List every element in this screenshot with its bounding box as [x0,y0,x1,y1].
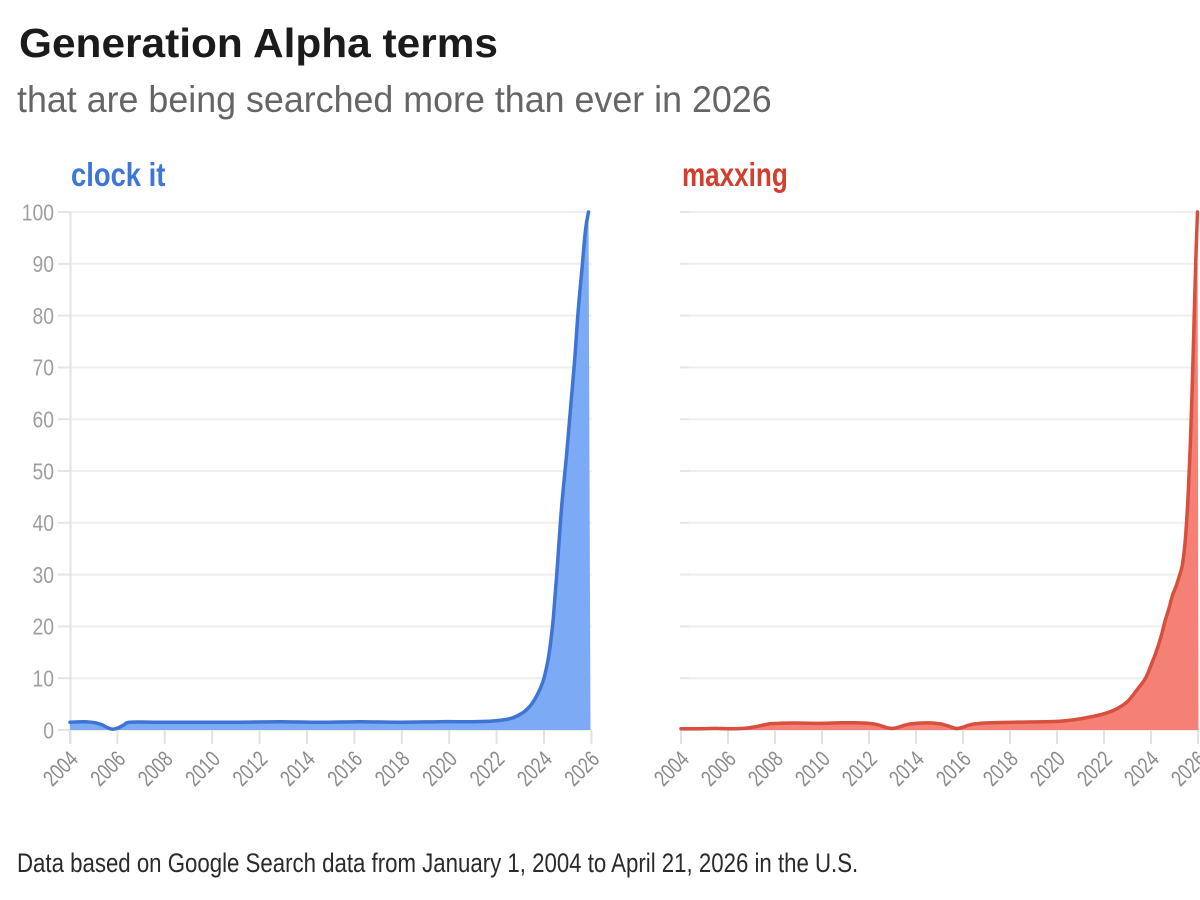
svg-text:2024: 2024 [513,747,557,791]
svg-text:40: 40 [33,512,54,537]
svg-text:20: 20 [33,615,54,640]
svg-text:2026: 2026 [1167,747,1200,791]
svg-text:30: 30 [33,563,54,588]
svg-text:2008: 2008 [134,747,178,791]
svg-text:100: 100 [22,201,54,226]
svg-text:2020: 2020 [1026,747,1070,791]
svg-text:2018: 2018 [371,747,415,791]
svg-text:2014: 2014 [276,747,320,791]
svg-text:0: 0 [43,719,54,744]
svg-text:2004: 2004 [39,747,83,791]
svg-text:2016: 2016 [932,747,976,791]
svg-text:2020: 2020 [418,747,462,791]
svg-text:2014: 2014 [885,747,929,791]
svg-text:2004: 2004 [650,747,694,791]
svg-text:80: 80 [33,304,54,329]
svg-text:2018: 2018 [979,747,1023,791]
svg-text:2026: 2026 [560,747,604,791]
svg-text:2022: 2022 [1073,747,1117,791]
svg-text:2006: 2006 [86,747,130,791]
svg-text:2006: 2006 [697,747,741,791]
svg-text:70: 70 [33,356,54,381]
svg-text:90: 90 [33,253,54,278]
svg-text:2024: 2024 [1120,747,1164,791]
svg-text:10: 10 [33,667,54,692]
svg-text:60: 60 [33,408,54,433]
svg-text:2010: 2010 [181,747,225,791]
svg-text:2012: 2012 [228,747,272,791]
svg-text:2016: 2016 [323,747,367,791]
svg-text:2010: 2010 [791,747,835,791]
svg-text:2008: 2008 [744,747,788,791]
svg-text:2022: 2022 [465,747,509,791]
svg-text:50: 50 [33,460,54,485]
svg-text:2012: 2012 [838,747,882,791]
